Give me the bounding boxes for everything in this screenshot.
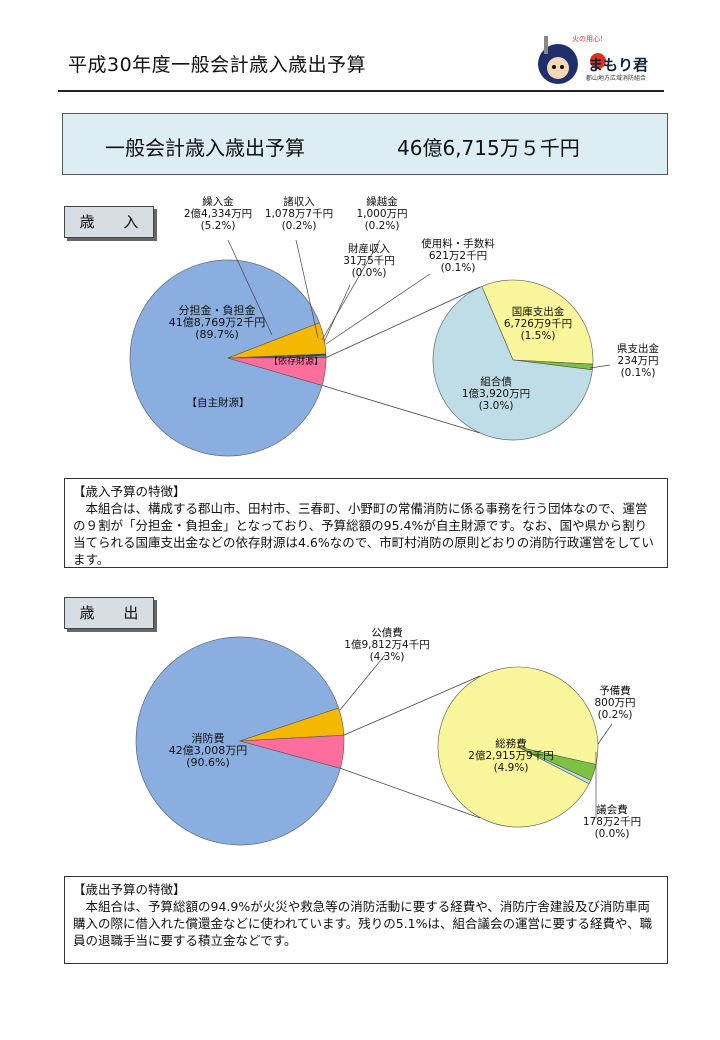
label-dependent-source: 【依存財源】 <box>268 357 323 367</box>
revenue-pie-slice-6 <box>227 357 327 386</box>
label-shiyoryo: 使用料・手数料 621万2千円 (0.1%) <box>421 238 495 274</box>
label-zaisanshunyu: 財産収入 31万5千円 (0.0%) <box>343 243 395 279</box>
mascot-logo: 火の用心! まもり君 郡山地方広域消防組合 <box>530 28 680 90</box>
revenue-note: 【歳入予算の特徴】 本組合は、構成する郡山市、田村市、三春町、小野町の常備消防に… <box>64 478 668 568</box>
leader-shoshunyu <box>295 239 319 339</box>
summary-value: 46億6,715万５千円 <box>397 136 580 160</box>
expenditure-pie-slice-2 <box>239 734 345 769</box>
leader-kuriirekin <box>227 239 273 336</box>
summary-label: 一般会計歳入歳出予算 <box>105 136 305 160</box>
label-kurikoshikin: 繰越金 1,000万円 (0.2%) <box>356 196 408 232</box>
label-somuhi: 総務費 2億2,915万9千円 (4.9%) <box>468 738 554 774</box>
logo-org: 郡山地方広域消防組合 <box>586 75 647 82</box>
logo-tagline: 火の用心! <box>572 35 603 43</box>
leader-zaisanshunyu <box>323 284 351 343</box>
leader-kenshishutsu <box>589 364 611 369</box>
expenditure-tag: 歳 出 <box>64 597 154 629</box>
revenue-note-heading: 【歳入予算の特徴】 <box>73 484 186 499</box>
title-rule <box>58 90 664 92</box>
label-buntankin: 分担金・負担金 41億8,769万2千円 (89.7%) <box>168 304 266 341</box>
label-own-source: 【自主財源】 <box>186 397 250 409</box>
leader-yobihi <box>597 723 613 745</box>
other-pie-slice-2 <box>517 746 592 785</box>
label-kenshishutsu: 県支出金 234万円 (0.1%) <box>617 343 659 379</box>
label-kokko: 国庫支出金 6,726万9千円 (1.5%) <box>503 306 573 342</box>
leader-kosaihi <box>339 654 386 711</box>
expenditure-note: 【歳出予算の特徴】 本組合は、予算総額の94.9%が火災や救急等の消防活動に要す… <box>64 876 668 964</box>
label-yobihi: 予備費 800万円 (0.2%) <box>594 685 636 721</box>
revenue-connector-top <box>325 286 481 358</box>
expenditure-connector-top <box>343 675 481 736</box>
mascot-icon <box>538 36 606 84</box>
expenditure-pie-slice-0 <box>135 636 341 846</box>
label-shoshunyu: 諸収入 1,078万7千円 (0.2%) <box>264 196 334 232</box>
revenue-connector-bottom <box>321 385 481 434</box>
leader-kurikoshikin <box>321 239 381 341</box>
dependent-pie-slice-0 <box>481 279 594 365</box>
revenue-note-text: 本組合は、構成する郡山市、田村市、三春町、小野町の常備消防に係る事務を行う団体な… <box>73 501 654 567</box>
label-gikaihi: 議会費 178万2千円 (0.0%) <box>582 804 642 840</box>
expenditure-note-heading: 【歳出予算の特徴】 <box>73 882 186 897</box>
summary-box: 一般会計歳入歳出予算 46億6,715万５千円 <box>62 113 668 175</box>
dependent-pie-slice-2 <box>432 285 593 441</box>
label-kosaihi: 公債費 1億9,812万4千円 (4.3%) <box>344 627 430 663</box>
logo-name: まもり君 <box>588 56 649 74</box>
label-shoboihi: 消防費 42億3,008万円 (90.6%) <box>168 732 248 769</box>
label-kumiaisai: 組合債 1億3,920万円 (3.0%) <box>461 376 531 412</box>
revenue-tag: 歳 入 <box>64 206 154 238</box>
revenue-pie-slice-0 <box>129 259 323 457</box>
page-title: 平成30年度一般会計歳入歳出予算 <box>68 54 367 76</box>
leader-shiyoryo <box>325 273 431 345</box>
expenditure-note-text: 本組合は、予算総額の94.9%が火災や救急等の消防活動に要する経費や、消防庁舎建… <box>73 899 653 948</box>
label-kuriirekin: 繰入金 2億4,334万円 (5.2%) <box>183 196 253 232</box>
expenditure-connector-bottom <box>340 767 481 819</box>
